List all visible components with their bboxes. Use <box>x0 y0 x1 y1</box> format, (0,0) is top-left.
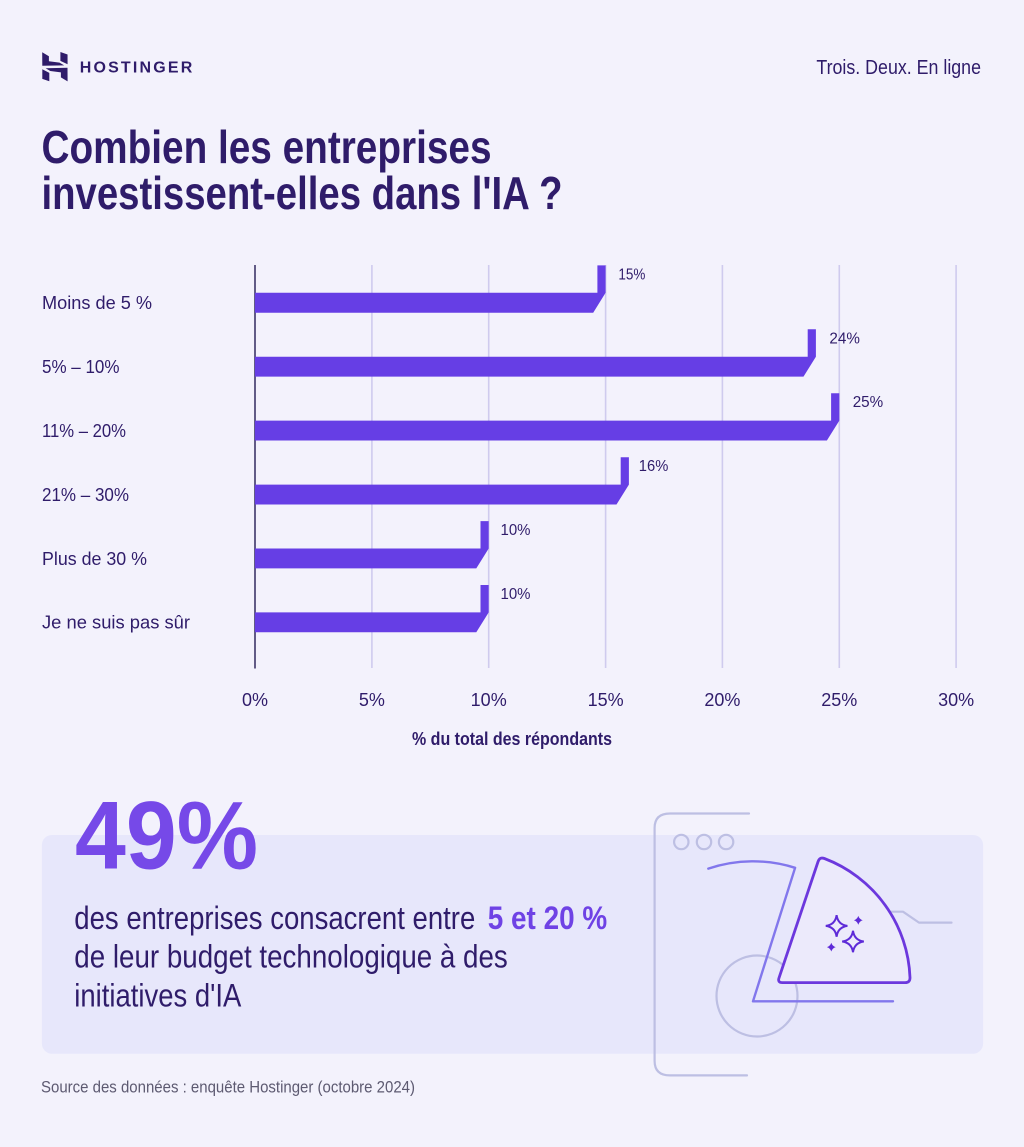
svg-text:Combien les entreprises: Combien les entreprises <box>42 121 492 173</box>
svg-text:10%: 10% <box>501 586 531 603</box>
svg-text:de leur budget technologique à: de leur budget technologique à des <box>74 939 508 975</box>
svg-text:16%: 16% <box>639 458 669 475</box>
svg-text:5 et 20 %: 5 et 20 % <box>488 900 607 936</box>
svg-text:Moins de 5 %: Moins de 5 % <box>42 293 152 313</box>
svg-text:10%: 10% <box>471 690 507 710</box>
svg-text:Trois. Deux. En ligne: Trois. Deux. En ligne <box>816 57 981 79</box>
svg-text:25%: 25% <box>821 690 857 710</box>
svg-text:25%: 25% <box>853 394 884 411</box>
svg-text:Plus de 30 %: Plus de 30 % <box>42 549 147 569</box>
svg-text:HOSTINGER: HOSTINGER <box>80 60 193 77</box>
svg-text:21% – 30%: 21% – 30% <box>42 485 129 505</box>
svg-text:5%: 5% <box>359 690 385 710</box>
svg-text:% du total des répondants: % du total des répondants <box>412 729 612 749</box>
svg-text:Je ne suis pas sûr: Je ne suis pas sûr <box>42 613 190 633</box>
svg-text:5% – 10%: 5% – 10% <box>42 357 120 377</box>
svg-text:24%: 24% <box>829 330 860 347</box>
svg-text:investissent-elles dans l'IA ?: investissent-elles dans l'IA ? <box>42 167 563 219</box>
svg-text:15%: 15% <box>618 266 645 283</box>
svg-text:initiatives d'IA: initiatives d'IA <box>74 977 241 1013</box>
svg-text:Source des données : enquête H: Source des données : enquête Hostinger (… <box>41 1077 415 1096</box>
svg-text:30%: 30% <box>938 690 974 710</box>
svg-text:49%: 49% <box>75 782 258 889</box>
svg-text:0%: 0% <box>242 690 268 710</box>
svg-text:15%: 15% <box>588 690 624 710</box>
svg-text:20%: 20% <box>704 690 740 710</box>
svg-text:11% – 20%: 11% – 20% <box>42 421 126 441</box>
svg-text:10%: 10% <box>501 522 531 539</box>
svg-text:des entreprises consacrent ent: des entreprises consacrent entre <box>74 900 475 936</box>
